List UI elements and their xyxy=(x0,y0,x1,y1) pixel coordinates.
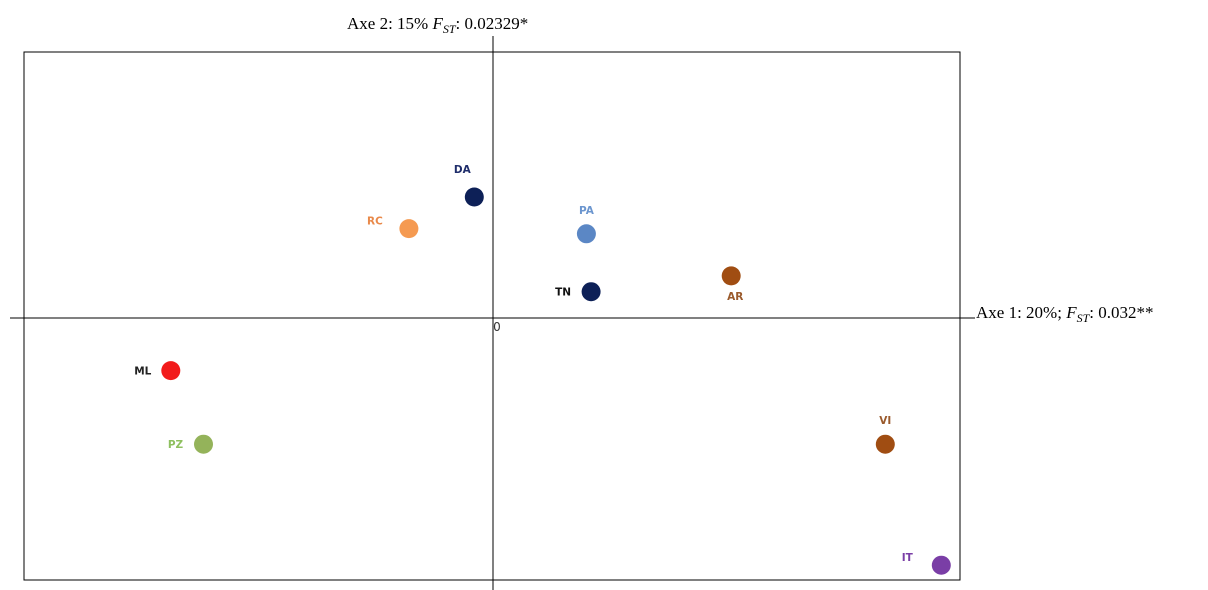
point-label-pa: PA xyxy=(579,205,595,217)
x-axis-title-prefix: Axe 1: 20%; xyxy=(976,303,1066,322)
x-axis-title-subscript: ST xyxy=(1077,311,1091,325)
data-points-layer: DA RC PA TN AR ML PZ VI IT xyxy=(134,164,951,575)
plot-frame xyxy=(23,51,961,581)
data-point-da xyxy=(464,187,484,207)
point-label-ml: ML xyxy=(134,366,151,378)
point-label-tn: TN xyxy=(555,287,571,299)
y-axis-title-prefix: Axe 2: 15% xyxy=(347,14,432,33)
data-point-pz xyxy=(194,434,213,454)
data-point-ml xyxy=(161,361,181,381)
y-axis-title-stat: F xyxy=(431,14,443,33)
data-point-it xyxy=(931,555,951,575)
point-label-da: DA xyxy=(454,164,472,176)
point-label-it: IT xyxy=(902,552,914,564)
y-axis-title-subscript: ST xyxy=(443,22,457,36)
origin-label: 0 xyxy=(493,320,501,334)
x-axis-title-suffix: : 0.032** xyxy=(1089,303,1153,322)
point-label-pz: PZ xyxy=(168,439,184,451)
data-point-vi xyxy=(875,434,895,454)
point-label-vi: VI xyxy=(879,415,891,427)
data-point-pa xyxy=(576,224,596,244)
point-label-ar: AR xyxy=(727,291,743,303)
x-axis-title: Axe 1: 20%; FST: 0.032** xyxy=(976,303,1154,325)
y-axis-title: Axe 2: 15% FST: 0.02329* xyxy=(347,14,528,36)
data-point-rc xyxy=(399,219,419,239)
x-axis-title-stat: F xyxy=(1065,303,1077,322)
data-point-tn xyxy=(581,282,601,302)
y-axis-title-suffix: : 0.02329* xyxy=(456,14,529,33)
point-label-rc: RC xyxy=(367,216,383,228)
data-point-ar xyxy=(721,266,741,286)
